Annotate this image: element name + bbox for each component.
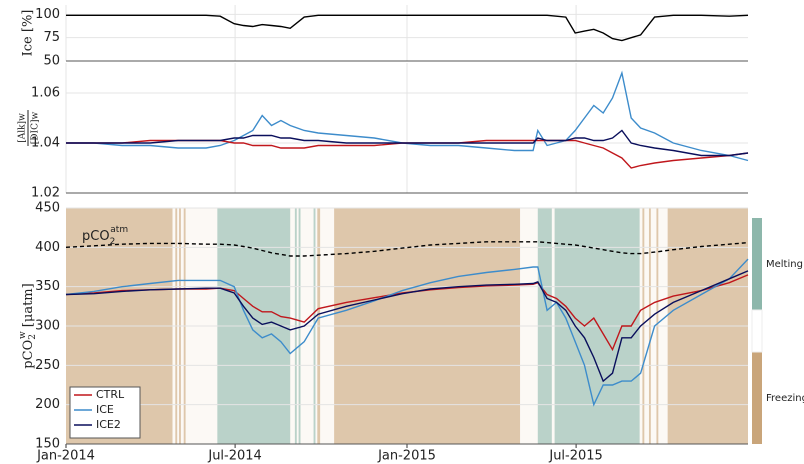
y-tick-label: 250 — [35, 358, 60, 373]
y-tick-label: 75 — [43, 30, 60, 45]
annotation-sub: 2 — [110, 237, 116, 247]
y-tick-label: 400 — [35, 240, 60, 255]
label-sub: 2 — [28, 334, 38, 340]
label-sup: w — [18, 331, 28, 339]
x-tick-label: Jan-2014 — [36, 449, 95, 464]
data-line — [65, 274, 749, 352]
colorbar-label: Melting — [766, 259, 803, 270]
y-axis-label: Ice [%] — [21, 10, 36, 57]
label-unit: [μatm] — [21, 283, 36, 331]
y-tick-label: 300 — [35, 319, 60, 334]
y-tick-label: 1.04 — [31, 136, 60, 151]
annotation: pCO2 atm — [82, 225, 128, 247]
y-tick-label: 200 — [35, 397, 60, 412]
y-tick-label: 1.02 — [31, 186, 60, 201]
colorbar-swatch — [752, 218, 762, 310]
data-line — [66, 14, 749, 42]
legend-label: CTRL — [96, 388, 125, 401]
data-line — [65, 270, 749, 383]
y-axis-label: [Alk]w [DIC]w — [18, 110, 41, 146]
legend-label: ICE2 — [96, 418, 121, 431]
x-tick-label: Jul-2015 — [548, 449, 602, 464]
data-line — [66, 129, 749, 157]
y-tick-label: 1.06 — [31, 86, 60, 101]
data-line — [65, 258, 749, 407]
data-line — [65, 241, 749, 257]
colorbar-neutral — [751, 309, 763, 353]
x-tick-label: Jul-2014 — [207, 449, 261, 464]
y-tick-label: 50 — [43, 54, 60, 69]
y-tick-label: 450 — [35, 201, 60, 216]
y-label-denominator: [DIC]w — [31, 112, 41, 145]
label-base: pCO — [21, 340, 36, 369]
y-axis-label: pCO2w [μatm] — [18, 283, 38, 368]
y-tick-label: 150 — [35, 437, 60, 452]
annotation-base: pCO — [82, 229, 110, 244]
y-tick-label: 100 — [35, 7, 60, 22]
colorbar-label: Freezing — [766, 393, 804, 404]
legend-label: ICE — [96, 403, 114, 416]
y-label-numerator: [Alk]w — [18, 113, 28, 143]
colorbar-swatch — [752, 352, 762, 444]
y-tick-label: 350 — [35, 279, 60, 294]
x-tick-label: Jan-2015 — [377, 449, 436, 464]
annotation-sup: atm — [110, 225, 128, 235]
